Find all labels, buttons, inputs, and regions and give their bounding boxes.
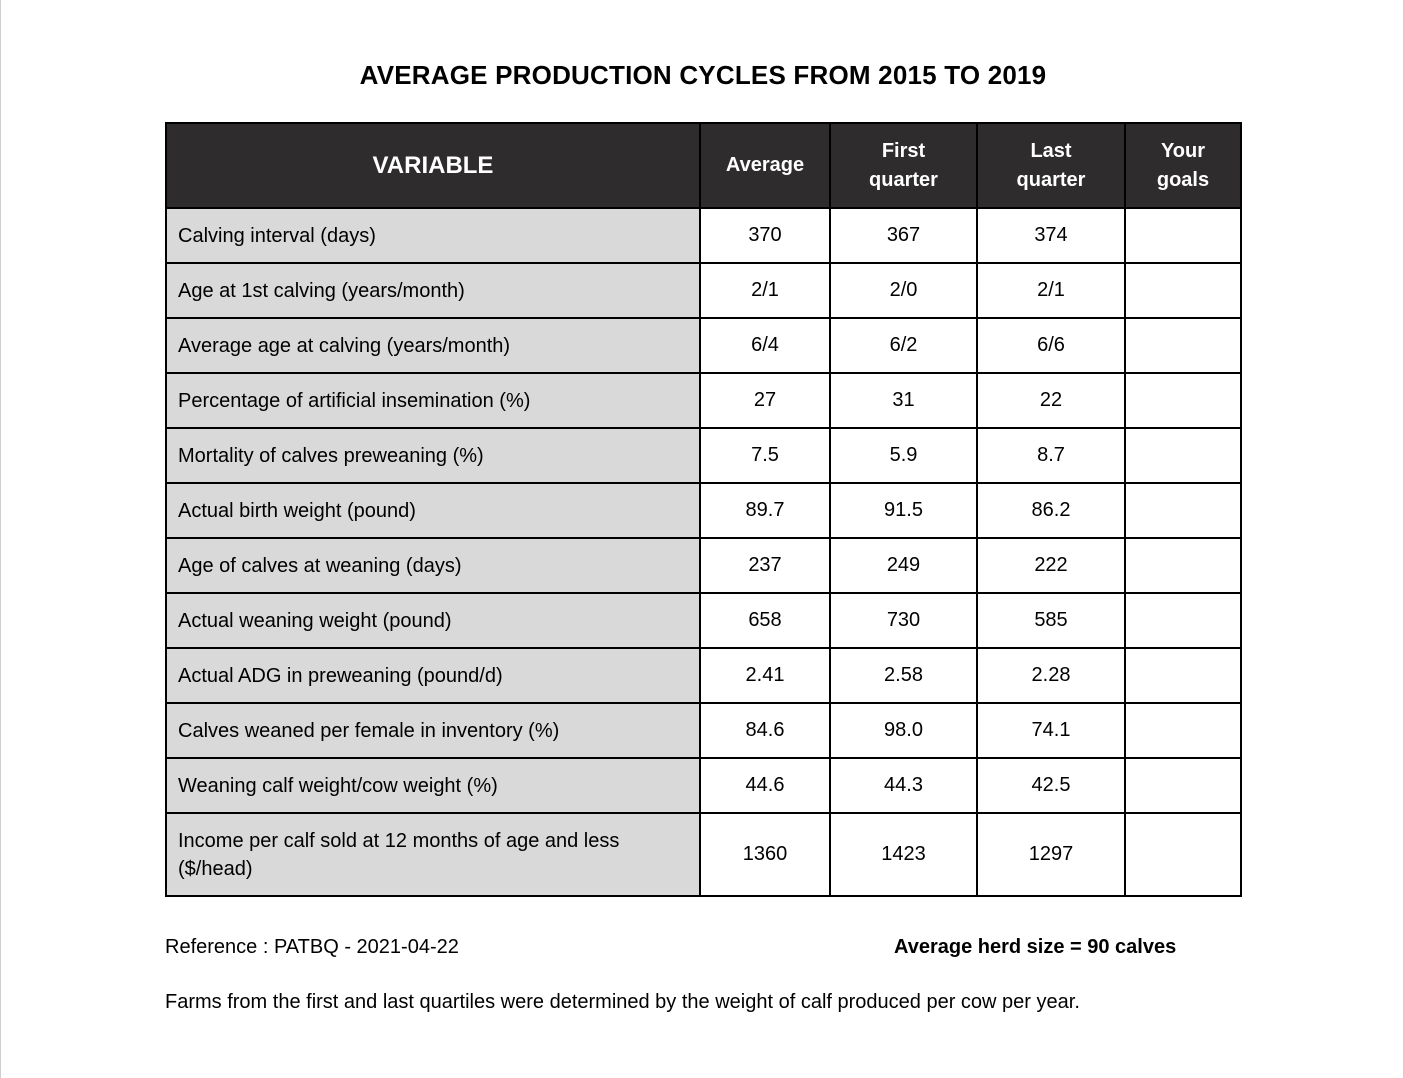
your-goals-cell[interactable] — [1124, 482, 1242, 539]
production-table: VARIABLE Average First quarter Last quarte… — [165, 122, 1242, 897]
header-your-goals-line2: goals — [1156, 168, 1210, 191]
variable-cell: Mortality of calves preweaning (%) — [165, 427, 701, 484]
table-row: Age at 1st calving (years/month) 2/1 2/0… — [165, 262, 1242, 319]
first-quarter-cell: 31 — [829, 372, 978, 429]
variable-cell: Age of calves at weaning (days) — [165, 537, 701, 594]
last-quarter-cell: 222 — [976, 537, 1126, 594]
average-cell: 44.6 — [699, 757, 831, 814]
first-quarter-cell: 730 — [829, 592, 978, 649]
footnote: Farms from the first and last quartiles … — [165, 991, 1080, 1013]
first-quarter-cell: 98.0 — [829, 702, 978, 759]
last-quarter-cell: 22 — [976, 372, 1126, 429]
variable-cell: Average age at calving (years/month) — [165, 317, 701, 374]
last-quarter-cell: 8.7 — [976, 427, 1126, 484]
header-your-goals-line1: Your — [1160, 139, 1206, 162]
your-goals-cell[interactable] — [1124, 647, 1242, 704]
variable-cell: Actual birth weight (pound) — [165, 482, 701, 539]
table-row: Age of calves at weaning (days) 237 249 … — [165, 537, 1242, 594]
variable-cell: Calves weaned per female in inventory (%… — [165, 702, 701, 759]
your-goals-cell[interactable] — [1124, 262, 1242, 319]
header-last-quarter: Last quarter — [976, 122, 1126, 209]
header-variable: VARIABLE — [165, 122, 701, 209]
last-quarter-cell: 585 — [976, 592, 1126, 649]
table-row: Mortality of calves preweaning (%) 7.5 5… — [165, 427, 1242, 484]
your-goals-cell[interactable] — [1124, 207, 1242, 264]
last-quarter-cell: 2.28 — [976, 647, 1126, 704]
variable-cell: Age at 1st calving (years/month) — [165, 262, 701, 319]
average-cell: 2/1 — [699, 262, 831, 319]
your-goals-cell[interactable] — [1124, 372, 1242, 429]
page-title: AVERAGE PRODUCTION CYCLES FROM 2015 TO 2… — [359, 60, 1047, 90]
first-quarter-cell: 1423 — [829, 812, 978, 897]
header-first-quarter-line1: First — [881, 139, 926, 162]
your-goals-cell[interactable] — [1124, 317, 1242, 374]
average-cell: 6/4 — [699, 317, 831, 374]
last-quarter-cell: 2/1 — [976, 262, 1126, 319]
your-goals-cell[interactable] — [1124, 427, 1242, 484]
reference-note: Reference : PATBQ - 2021-04-22 — [165, 936, 459, 958]
variable-cell: Income per calf sold at 12 months of age… — [165, 812, 701, 897]
table-row: Income per calf sold at 12 months of age… — [165, 812, 1242, 897]
table-row: Actual birth weight (pound) 89.7 91.5 86… — [165, 482, 1242, 539]
table-row: Calving interval (days) 370 367 374 — [165, 207, 1242, 264]
average-cell: 370 — [699, 207, 831, 264]
average-cell: 237 — [699, 537, 831, 594]
header-first-quarter: First quarter — [829, 122, 978, 209]
variable-cell: Actual weaning weight (pound) — [165, 592, 701, 649]
average-cell: 84.6 — [699, 702, 831, 759]
your-goals-cell[interactable] — [1124, 592, 1242, 649]
first-quarter-cell: 5.9 — [829, 427, 978, 484]
your-goals-cell[interactable] — [1124, 702, 1242, 759]
table-row: Average age at calving (years/month) 6/4… — [165, 317, 1242, 374]
table-header-row: VARIABLE Average First quarter Last quarte… — [165, 122, 1242, 209]
last-quarter-cell: 86.2 — [976, 482, 1126, 539]
last-quarter-cell: 42.5 — [976, 757, 1126, 814]
first-quarter-cell: 249 — [829, 537, 978, 594]
first-quarter-cell: 367 — [829, 207, 978, 264]
table-row: Weaning calf weight/cow weight (%) 44.6 … — [165, 757, 1242, 814]
table-row: Calves weaned per female in inventory (%… — [165, 702, 1242, 759]
table-row: Percentage of artificial insemination (%… — [165, 372, 1242, 429]
variable-cell: Calving interval (days) — [165, 207, 701, 264]
last-quarter-cell: 6/6 — [976, 317, 1126, 374]
average-cell: 658 — [699, 592, 831, 649]
average-cell: 7.5 — [699, 427, 831, 484]
first-quarter-cell: 2/0 — [829, 262, 978, 319]
last-quarter-cell: 74.1 — [976, 702, 1126, 759]
average-cell: 27 — [699, 372, 831, 429]
average-cell: 1360 — [699, 812, 831, 897]
last-quarter-cell: 1297 — [976, 812, 1126, 897]
header-average: Average — [699, 122, 831, 209]
table-row: Actual weaning weight (pound) 658 730 58… — [165, 592, 1242, 649]
your-goals-cell[interactable] — [1124, 537, 1242, 594]
first-quarter-cell: 44.3 — [829, 757, 978, 814]
herd-size-note: Average herd size = 90 calves — [894, 936, 1177, 958]
average-cell: 89.7 — [699, 482, 831, 539]
last-quarter-cell: 374 — [976, 207, 1126, 264]
variable-cell: Weaning calf weight/cow weight (%) — [165, 757, 701, 814]
average-cell: 2.41 — [699, 647, 831, 704]
variable-cell: Percentage of artificial insemination (%… — [165, 372, 701, 429]
header-your-goals: Your goals — [1124, 122, 1242, 209]
header-last-quarter-line2: quarter — [1016, 168, 1086, 191]
variable-cell: Actual ADG in preweaning (pound/d) — [165, 647, 701, 704]
header-first-quarter-line2: quarter — [869, 168, 938, 191]
first-quarter-cell: 91.5 — [829, 482, 978, 539]
your-goals-cell[interactable] — [1124, 812, 1242, 897]
header-last-quarter-line1: Last — [1030, 139, 1072, 162]
your-goals-cell[interactable] — [1124, 757, 1242, 814]
first-quarter-cell: 2.58 — [829, 647, 978, 704]
table-row: Actual ADG in preweaning (pound/d) 2.41 … — [165, 647, 1242, 704]
first-quarter-cell: 6/2 — [829, 317, 978, 374]
